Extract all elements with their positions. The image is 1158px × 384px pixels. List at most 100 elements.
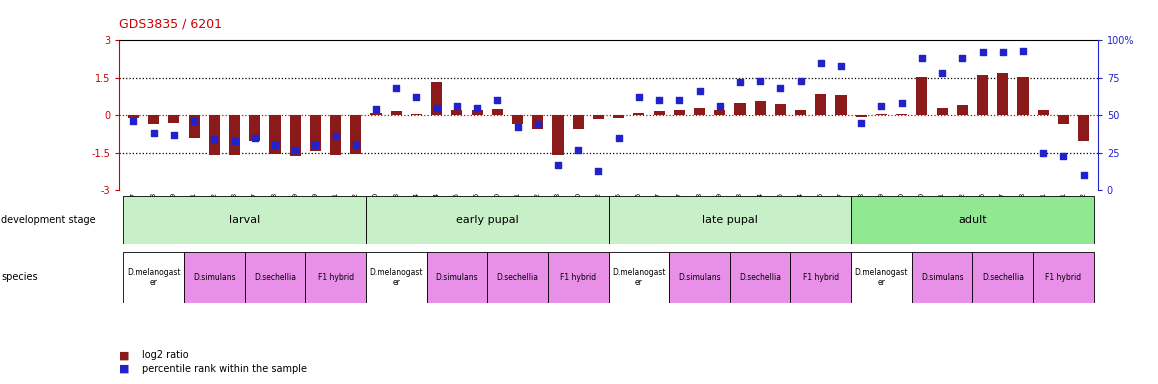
Bar (1018, 76, 1028, 115)
Point (569, 147, 587, 153)
Bar (1078, 115, 1090, 141)
Bar (669, 252, 730, 303)
Text: GDS3835 / 6201: GDS3835 / 6201 (119, 18, 222, 31)
Point (327, 133, 345, 139)
Point (852, 120, 871, 126)
Point (953, 55, 972, 61)
Point (448, 103, 467, 109)
Bar (997, 73, 1009, 115)
Text: D.melanogast
er: D.melanogast er (127, 268, 181, 287)
Bar (734, 103, 746, 115)
Point (1034, 149, 1053, 156)
Point (1054, 152, 1072, 159)
Text: development stage: development stage (1, 215, 96, 225)
Bar (613, 115, 624, 118)
Bar (957, 105, 968, 115)
Point (731, 79, 749, 85)
Point (893, 100, 911, 106)
Text: D.simulans: D.simulans (193, 273, 235, 282)
Bar (492, 109, 503, 115)
Bar (189, 115, 199, 138)
Text: species: species (1, 272, 38, 283)
Bar (1038, 110, 1049, 115)
Bar (366, 196, 608, 244)
Bar (290, 115, 301, 156)
Bar (310, 115, 321, 151)
Bar (548, 252, 608, 303)
Bar (916, 76, 928, 115)
Bar (390, 111, 402, 115)
Point (933, 70, 952, 76)
Bar (127, 115, 139, 118)
Point (468, 104, 486, 111)
Point (1075, 172, 1093, 178)
Bar (856, 115, 867, 117)
Bar (1058, 115, 1069, 124)
Point (528, 121, 547, 127)
Bar (775, 104, 786, 115)
Point (124, 118, 142, 124)
Bar (330, 115, 342, 155)
Bar (123, 252, 184, 303)
Bar (694, 108, 705, 115)
Point (185, 118, 204, 124)
Point (913, 55, 931, 61)
Text: D.sechellia: D.sechellia (739, 273, 782, 282)
Point (286, 147, 305, 153)
Text: larval: larval (229, 215, 261, 225)
Bar (937, 108, 947, 115)
Text: D.simulans: D.simulans (679, 273, 720, 282)
Bar (471, 110, 483, 115)
Bar (851, 252, 911, 303)
Bar (350, 115, 361, 154)
Point (872, 103, 891, 109)
Text: late pupal: late pupal (702, 215, 757, 225)
Point (630, 94, 648, 100)
Bar (796, 110, 806, 115)
Point (791, 78, 809, 84)
Bar (148, 115, 159, 124)
Text: D.simulans: D.simulans (435, 273, 478, 282)
Text: F1 hybrid: F1 hybrid (317, 273, 353, 282)
Bar (533, 115, 543, 129)
Point (387, 85, 405, 91)
Bar (608, 252, 669, 303)
Bar (851, 196, 1094, 244)
Bar (714, 110, 725, 115)
Bar (552, 115, 564, 155)
Bar (791, 252, 851, 303)
Point (589, 167, 608, 174)
Point (650, 97, 668, 103)
Point (346, 142, 365, 148)
Bar (431, 81, 442, 115)
Bar (633, 113, 644, 115)
Point (164, 132, 183, 138)
Bar (452, 110, 462, 115)
Point (831, 63, 850, 69)
Point (711, 103, 730, 109)
Bar (366, 252, 426, 303)
Bar (755, 101, 765, 115)
Bar (674, 110, 684, 115)
Point (205, 136, 223, 142)
Point (609, 135, 628, 141)
Point (226, 137, 244, 144)
Point (408, 94, 426, 100)
Bar (815, 94, 827, 115)
Bar (249, 115, 261, 141)
Point (367, 106, 386, 112)
Point (994, 49, 1012, 55)
Text: F1 hybrid: F1 hybrid (560, 273, 596, 282)
Bar (730, 252, 791, 303)
Point (771, 85, 790, 91)
Text: D.sechellia: D.sechellia (254, 273, 296, 282)
Text: F1 hybrid: F1 hybrid (802, 273, 838, 282)
Point (750, 78, 769, 84)
Text: early pupal: early pupal (456, 215, 519, 225)
Bar (371, 113, 382, 115)
Bar (123, 196, 366, 244)
Point (245, 135, 264, 141)
Bar (977, 75, 988, 115)
Point (690, 88, 709, 94)
Point (670, 97, 689, 103)
